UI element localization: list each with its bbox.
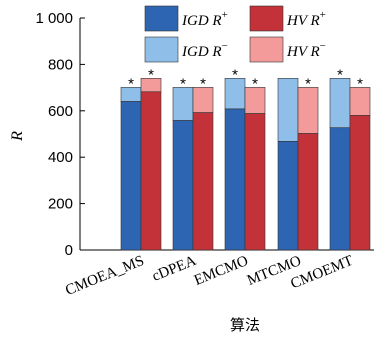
igd-r-minus-bar <box>329 78 351 129</box>
igd-r-plus-bar <box>224 108 246 251</box>
significance-star: * <box>232 66 238 83</box>
significance-star: * <box>357 75 363 92</box>
significance-star: * <box>128 75 134 92</box>
significance-star: * <box>252 75 258 92</box>
hv-r-plus-bar <box>244 113 266 251</box>
legend-swatch <box>249 5 284 32</box>
significance-star: * <box>337 66 343 83</box>
legend-superscript: − <box>320 40 326 52</box>
y-tick-label: 200 <box>48 196 73 213</box>
y-tick-label: 0 <box>65 242 73 259</box>
x-axis-title: 算法 <box>230 316 260 334</box>
significance-star: * <box>148 66 154 83</box>
x-tick-label: EMCMO <box>192 253 251 289</box>
legend-label: IGD R+ <box>181 9 228 29</box>
igd-r-plus-bar <box>329 127 351 251</box>
legend-label: HV R− <box>286 40 326 60</box>
legend-label: HV R+ <box>286 9 326 29</box>
x-tick-label: CMOEA_MS <box>63 253 146 299</box>
hv-r-plus-bar <box>349 115 371 251</box>
bars <box>120 78 371 251</box>
y-axis-title: R <box>9 131 26 142</box>
axes: 0 200 400 600 800 1 000 <box>35 10 374 259</box>
x-tick-label: cDPEA <box>150 253 199 285</box>
hv-r-plus-bar <box>192 112 214 251</box>
y-tick-label: 400 <box>48 149 73 166</box>
legend: IGD R+ HV R+ IGD R− HV R− <box>144 5 326 63</box>
igd-r-minus-bar <box>277 78 299 142</box>
legend-swatch <box>249 36 284 63</box>
igd-r-plus-bar <box>172 120 194 251</box>
significance-star: * <box>200 75 206 92</box>
y-tick-label: 1 000 <box>35 10 73 27</box>
significance-star: * <box>305 75 311 92</box>
legend-superscript: + <box>320 9 326 21</box>
igd-r-plus-bar <box>277 141 299 251</box>
y-tick-label: 600 <box>48 103 73 120</box>
legend-swatch <box>144 36 179 63</box>
hv-r-plus-bar <box>297 133 319 251</box>
significance-star: * <box>180 75 186 92</box>
legend-label: IGD R− <box>181 40 228 60</box>
hv-r-plus-bar <box>140 91 162 251</box>
hv-r-minus-bar <box>297 87 319 134</box>
igd-r-plus-bar <box>120 101 142 251</box>
significance-markers: * * * * * * * * * <box>128 66 363 92</box>
legend-superscript: − <box>222 40 228 52</box>
y-tick-label: 800 <box>48 56 73 73</box>
legend-swatch <box>144 5 179 32</box>
legend-superscript: + <box>222 9 228 21</box>
